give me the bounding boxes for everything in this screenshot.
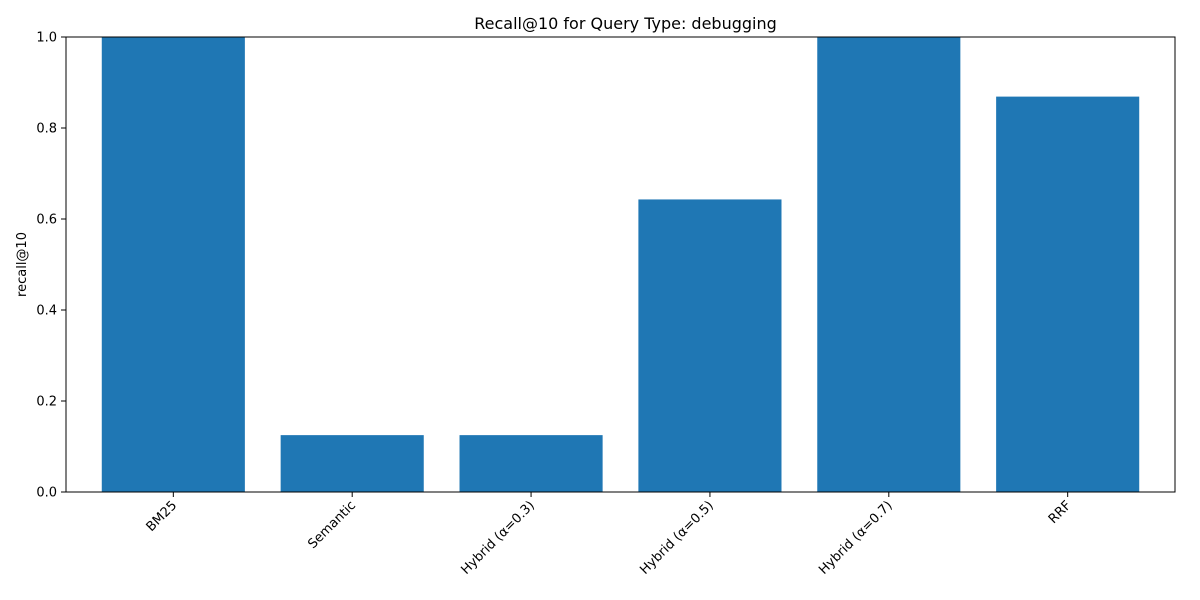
bar-5 xyxy=(996,96,1140,493)
chart-title: Recall@10 for Query Type: debugging xyxy=(474,14,777,33)
y-tick-label-4: 0.8 xyxy=(36,122,57,137)
bar-3 xyxy=(638,199,782,492)
y-axis-ticks: 0.0 0.2 0.4 0.6 0.8 1.0 xyxy=(36,31,66,501)
plot-frame xyxy=(65,36,1176,493)
y-tick-label-1: 0.2 xyxy=(36,395,57,410)
bar-4 xyxy=(817,37,961,492)
y-axis-label: recall@10 xyxy=(15,232,30,297)
bars-group xyxy=(101,37,1140,493)
bar-0 xyxy=(101,37,245,492)
bar-2 xyxy=(459,435,603,493)
y-tick-label-5: 1.0 xyxy=(36,31,57,46)
y-tick-label-0: 0.0 xyxy=(36,486,57,501)
y-tick-label-2: 0.4 xyxy=(36,304,57,319)
y-tick-label-3: 0.6 xyxy=(36,213,57,228)
bar-1 xyxy=(280,435,424,493)
